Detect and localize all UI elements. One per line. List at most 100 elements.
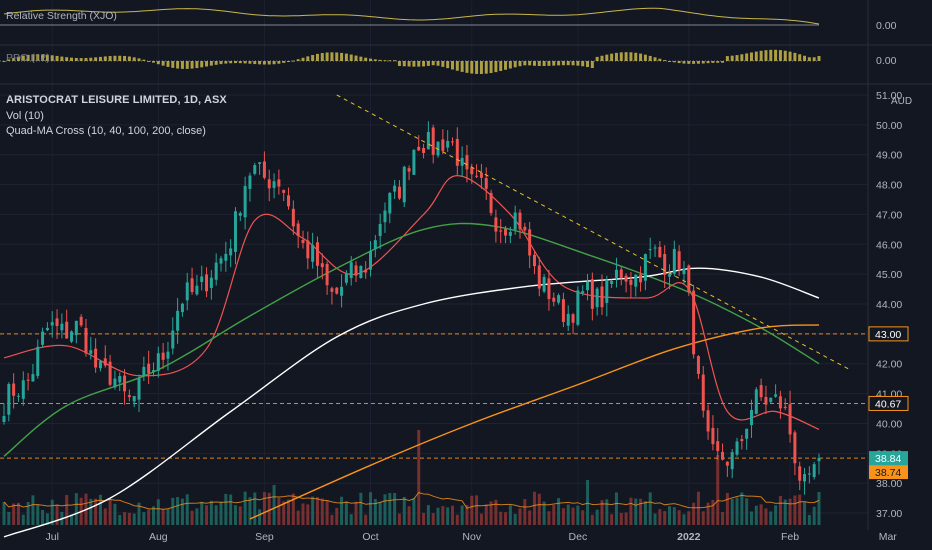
volume-bar (451, 506, 454, 525)
candle-body (282, 190, 285, 193)
volume-bar (499, 512, 502, 525)
hist-bar (764, 50, 767, 61)
hist-bar (789, 52, 792, 61)
volume-bar (798, 495, 801, 525)
volume-bar (22, 515, 25, 525)
hist-bar (171, 61, 174, 68)
candle-body (605, 280, 608, 303)
volume-bar (340, 497, 343, 525)
candle-body (731, 452, 734, 469)
candle-body (31, 374, 34, 381)
candle-body (533, 255, 536, 266)
y-tick-label: 38.00 (876, 478, 902, 490)
x-tick-label: Feb (781, 531, 799, 543)
x-tick-label: Nov (462, 531, 481, 543)
volume-bar (707, 503, 710, 525)
volume-bar (620, 513, 623, 525)
candle-body (673, 249, 676, 274)
hist-bar (736, 55, 739, 61)
candle-body (321, 263, 324, 267)
candle-body (383, 211, 386, 223)
candle-body (446, 141, 449, 148)
volume-bar (567, 505, 570, 525)
hist-bar (383, 60, 386, 61)
candle-body (268, 179, 271, 188)
candle-body (528, 229, 531, 255)
volume-bar (736, 498, 739, 525)
y-tick-label: 47.00 (876, 209, 902, 221)
volume-bar (682, 514, 685, 525)
candle-body (567, 314, 570, 326)
hist-bar (301, 58, 304, 61)
volume-bar (200, 502, 203, 525)
hist-bar (162, 61, 165, 66)
volume-bar (808, 515, 811, 525)
hist-bar (591, 61, 594, 68)
volume-bar (663, 511, 666, 525)
candle-body (538, 265, 541, 288)
volume-bar (673, 507, 676, 525)
volume-bar (316, 497, 319, 525)
price-chart[interactable]: 51.0050.0049.0048.0047.0046.0045.0044.00… (0, 0, 932, 550)
volume-bar (446, 507, 449, 525)
hist-bar (456, 61, 459, 71)
hist-bar (750, 52, 753, 61)
hist-bar (596, 57, 599, 61)
symbol-title[interactable]: ARISTOCRAT LEISURE LIMITED, 1D, ASX (6, 94, 227, 106)
price-tag: 38.74 (869, 465, 908, 479)
hist-bar (514, 61, 517, 67)
hist-bar (721, 61, 724, 63)
volume-bar (437, 508, 440, 525)
hist-bar (562, 61, 565, 65)
volume-bar (393, 493, 396, 525)
candle-body (793, 432, 796, 463)
hist-bar (335, 52, 338, 61)
candle-body (229, 248, 232, 255)
hist-bar (316, 54, 319, 61)
volume-bar (364, 515, 367, 525)
volume-bar (403, 497, 406, 525)
volume-legend[interactable]: Vol (10) (6, 110, 44, 122)
candle-body (620, 269, 623, 278)
relative-strength-label: Relative Strength (XJO) (6, 10, 117, 22)
volume-bar (764, 508, 767, 525)
candle-body (408, 168, 411, 171)
hist-bar (519, 61, 522, 66)
hist-bar (263, 61, 266, 65)
hist-bar (292, 61, 295, 62)
hist-bar (490, 61, 493, 73)
hist-bar (586, 61, 589, 67)
x-tick-label: Sep (255, 531, 274, 543)
volume-bar (625, 512, 628, 525)
hist-bar (745, 53, 748, 61)
volume-bar (596, 510, 599, 525)
candle-body (403, 167, 406, 203)
volume-bar (470, 496, 473, 525)
candle-body (417, 147, 420, 151)
candle-body (162, 353, 165, 360)
candle-body (596, 289, 599, 308)
volume-bar (552, 505, 555, 525)
hist-bar (359, 57, 362, 61)
volume-bar (538, 494, 541, 525)
candle-body (649, 249, 652, 250)
hist-bar (755, 52, 758, 61)
volume-bar (205, 505, 208, 525)
candle-body (152, 370, 155, 372)
candle-body (244, 186, 247, 217)
hist-bar (113, 56, 116, 61)
volume-bar (162, 509, 165, 525)
volume-bar (581, 510, 584, 525)
volume-bar (678, 510, 681, 525)
hist-bar (654, 57, 657, 61)
hist-bar (277, 61, 280, 64)
volume-bar (711, 500, 714, 525)
volume-bar (326, 500, 329, 525)
x-tick-label: 2022 (677, 531, 701, 543)
volume-bar (818, 492, 821, 525)
hist-bar (297, 59, 300, 61)
quad-ma-legend[interactable]: Quad-MA Cross (10, 40, 100, 200, close) (6, 125, 206, 137)
candle-body (118, 376, 121, 382)
candle-body (123, 375, 126, 391)
candle-body (220, 258, 223, 263)
